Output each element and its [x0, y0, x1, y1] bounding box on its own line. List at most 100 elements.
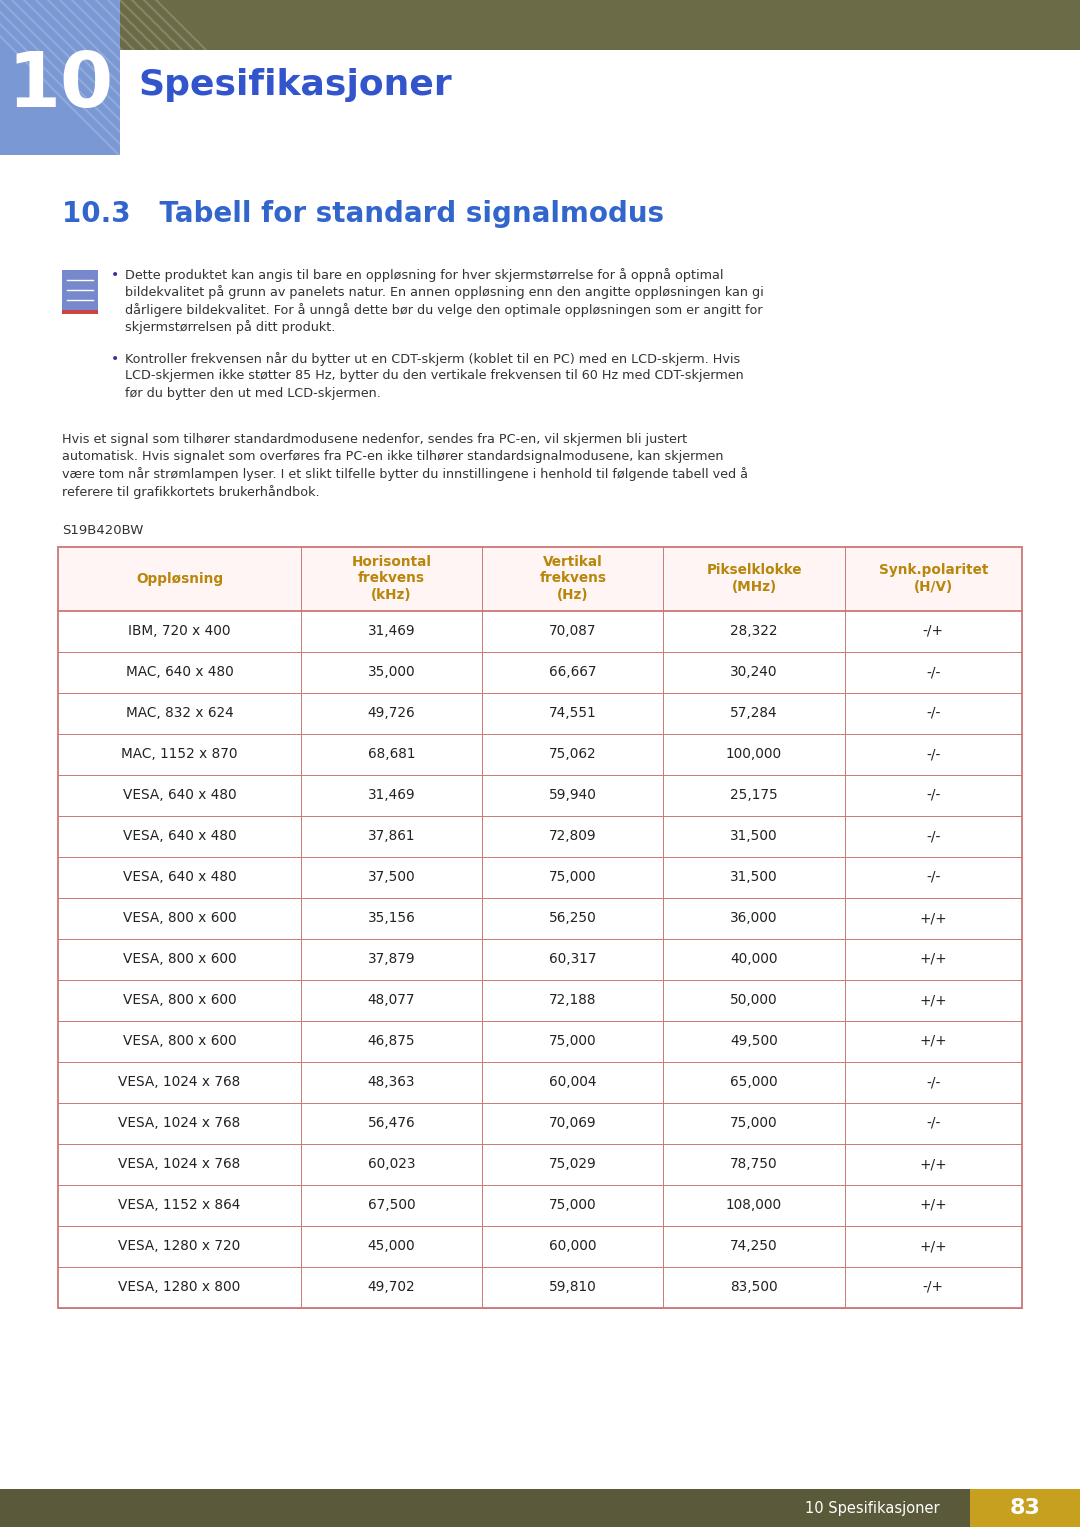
Text: 70,087: 70,087: [549, 625, 596, 638]
Text: 75,062: 75,062: [549, 747, 596, 760]
Text: 10.3   Tabell for standard signalmodus: 10.3 Tabell for standard signalmodus: [62, 200, 664, 228]
Text: Spesifikasjoner: Spesifikasjoner: [138, 69, 451, 102]
Text: VESA, 1024 x 768: VESA, 1024 x 768: [119, 1075, 241, 1089]
Text: +/+: +/+: [919, 951, 947, 967]
Bar: [58, 979, 1022, 1020]
Text: 31,500: 31,500: [730, 870, 778, 884]
Text: 60,004: 60,004: [549, 1075, 596, 1089]
Text: 75,000: 75,000: [549, 870, 596, 884]
Text: 59,940: 59,940: [549, 788, 597, 802]
Text: VESA, 1152 x 864: VESA, 1152 x 864: [119, 1199, 241, 1212]
Text: •: •: [111, 269, 119, 282]
Text: 50,000: 50,000: [730, 993, 778, 1006]
Text: 100,000: 100,000: [726, 747, 782, 760]
Bar: [58, 1266, 1022, 1307]
Text: 48,077: 48,077: [368, 993, 416, 1006]
Text: 74,250: 74,250: [730, 1238, 778, 1254]
Text: -/-: -/-: [927, 747, 941, 760]
Text: Hvis et signal som tilhører standardmodusene nedenfor, sendes fra PC-en, vil skj: Hvis et signal som tilhører standardmodu…: [62, 432, 687, 446]
Text: 57,284: 57,284: [730, 705, 778, 721]
Bar: [58, 774, 1022, 815]
Text: referere til grafikkortets brukerhåndbok.: referere til grafikkortets brukerhåndbok…: [62, 486, 320, 499]
Text: 59,810: 59,810: [549, 1280, 596, 1293]
Text: Kontroller frekvensen når du bytter ut en CDT-skjerm (koblet til en PC) med en L: Kontroller frekvensen når du bytter ut e…: [125, 353, 740, 366]
Text: 56,476: 56,476: [367, 1116, 416, 1130]
Text: 45,000: 45,000: [367, 1238, 416, 1254]
Bar: [0, 1489, 1080, 1527]
Text: IBM, 720 x 400: IBM, 720 x 400: [129, 625, 231, 638]
Text: 37,861: 37,861: [368, 829, 416, 843]
Bar: [58, 693, 1022, 733]
Text: 25,175: 25,175: [730, 788, 778, 802]
Text: 10 Spesifikasjoner: 10 Spesifikasjoner: [806, 1501, 940, 1515]
Text: Dette produktet kan angis til bare en oppløsning for hver skjermstørrelse for å : Dette produktet kan angis til bare en op…: [125, 269, 724, 282]
Text: 72,188: 72,188: [549, 993, 596, 1006]
Text: VESA, 640 x 480: VESA, 640 x 480: [123, 870, 237, 884]
Text: VESA, 1024 x 768: VESA, 1024 x 768: [119, 1116, 241, 1130]
Bar: [58, 1226, 1022, 1266]
Text: VESA, 640 x 480: VESA, 640 x 480: [123, 788, 237, 802]
Text: før du bytter den ut med LCD-skjermen.: før du bytter den ut med LCD-skjermen.: [125, 386, 381, 400]
Bar: [58, 611, 1022, 652]
Text: 49,702: 49,702: [367, 1280, 416, 1293]
Text: 75,000: 75,000: [549, 1034, 596, 1048]
Text: 75,029: 75,029: [549, 1157, 596, 1171]
Text: 67,500: 67,500: [367, 1199, 416, 1212]
Text: +/+: +/+: [919, 1034, 947, 1048]
Text: +/+: +/+: [919, 1238, 947, 1254]
Text: Synk.polaritet
(H/V): Synk.polaritet (H/V): [879, 563, 988, 594]
Text: 74,551: 74,551: [549, 705, 596, 721]
Text: Oppløsning: Oppløsning: [136, 571, 224, 585]
Text: +/+: +/+: [919, 993, 947, 1006]
Text: 10: 10: [6, 49, 113, 122]
Text: 66,667: 66,667: [549, 664, 596, 680]
Text: 35,000: 35,000: [367, 664, 416, 680]
Bar: [0, 0, 120, 156]
Text: MAC, 640 x 480: MAC, 640 x 480: [125, 664, 233, 680]
Bar: [58, 939, 1022, 979]
Text: VESA, 640 x 480: VESA, 640 x 480: [123, 829, 237, 843]
Text: 49,726: 49,726: [367, 705, 416, 721]
Bar: [58, 1144, 1022, 1185]
Text: •: •: [111, 353, 119, 366]
Text: 78,750: 78,750: [730, 1157, 778, 1171]
Text: VESA, 800 x 600: VESA, 800 x 600: [123, 993, 237, 1006]
Bar: [58, 733, 1022, 774]
Bar: [62, 270, 98, 315]
Bar: [0, 0, 1080, 50]
Text: bildekvalitet på grunn av panelets natur. En annen oppløsning enn den angitte op: bildekvalitet på grunn av panelets natur…: [125, 286, 764, 299]
Bar: [62, 310, 98, 315]
Text: VESA, 800 x 600: VESA, 800 x 600: [123, 951, 237, 967]
Text: 75,000: 75,000: [730, 1116, 778, 1130]
Text: automatisk. Hvis signalet som overføres fra PC-en ikke tilhører standardsignalmo: automatisk. Hvis signalet som overføres …: [62, 450, 724, 463]
Text: 60,317: 60,317: [549, 951, 596, 967]
Text: -/-: -/-: [927, 788, 941, 802]
Text: 40,000: 40,000: [730, 951, 778, 967]
Text: 37,500: 37,500: [367, 870, 416, 884]
Text: 83: 83: [1010, 1498, 1040, 1518]
Text: MAC, 832 x 624: MAC, 832 x 624: [125, 705, 233, 721]
Text: 83,500: 83,500: [730, 1280, 778, 1293]
Text: 70,069: 70,069: [549, 1116, 596, 1130]
Bar: [58, 547, 1022, 1307]
Text: Pikselklokke
(MHz): Pikselklokke (MHz): [706, 563, 801, 594]
Text: 60,023: 60,023: [368, 1157, 416, 1171]
Text: -/-: -/-: [927, 829, 941, 843]
Text: 36,000: 36,000: [730, 912, 778, 925]
Text: VESA, 1280 x 720: VESA, 1280 x 720: [119, 1238, 241, 1254]
Bar: [58, 857, 1022, 898]
Text: 46,875: 46,875: [367, 1034, 416, 1048]
Text: 30,240: 30,240: [730, 664, 778, 680]
Text: være tom når strømlampen lyser. I et slikt tilfelle bytter du innstillingene i h: være tom når strømlampen lyser. I et sli…: [62, 467, 748, 481]
Text: -/-: -/-: [927, 1116, 941, 1130]
Text: 108,000: 108,000: [726, 1199, 782, 1212]
Text: -/-: -/-: [927, 664, 941, 680]
Text: 72,809: 72,809: [549, 829, 596, 843]
Bar: [58, 1102, 1022, 1144]
Text: 37,879: 37,879: [367, 951, 416, 967]
Text: 65,000: 65,000: [730, 1075, 778, 1089]
Text: 48,363: 48,363: [368, 1075, 416, 1089]
Bar: [58, 815, 1022, 857]
Text: -/+: -/+: [922, 625, 944, 638]
Text: VESA, 800 x 600: VESA, 800 x 600: [123, 1034, 237, 1048]
